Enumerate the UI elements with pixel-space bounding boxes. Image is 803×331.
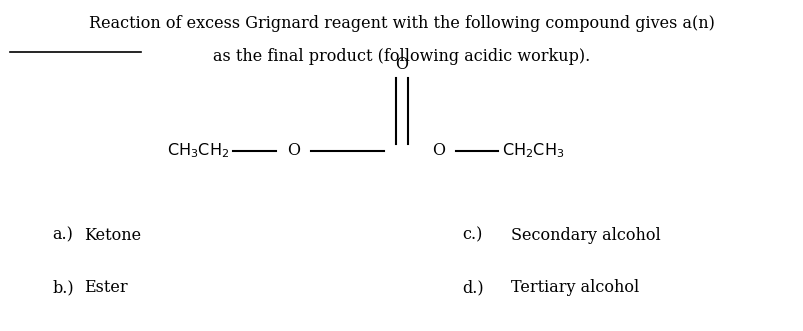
Text: d.): d.) xyxy=(462,279,483,297)
Text: b.): b.) xyxy=(52,279,74,297)
Text: Ketone: Ketone xyxy=(84,226,141,244)
Text: $\mathrm{CH_3CH_2}$: $\mathrm{CH_3CH_2}$ xyxy=(167,141,229,160)
Text: Tertiary alcohol: Tertiary alcohol xyxy=(510,279,638,297)
Text: Reaction of excess Grignard reagent with the following compound gives a(n): Reaction of excess Grignard reagent with… xyxy=(89,15,714,32)
Text: as the final product (following acidic workup).: as the final product (following acidic w… xyxy=(213,48,590,65)
Text: $\mathrm{CH_2CH_3}$: $\mathrm{CH_2CH_3}$ xyxy=(502,141,565,160)
Text: a.): a.) xyxy=(52,226,73,244)
Text: Secondary alcohol: Secondary alcohol xyxy=(510,226,659,244)
Text: O: O xyxy=(395,56,408,73)
Text: O: O xyxy=(287,142,300,159)
Text: Ester: Ester xyxy=(84,279,128,297)
Text: c.): c.) xyxy=(462,226,482,244)
Text: O: O xyxy=(431,142,444,159)
